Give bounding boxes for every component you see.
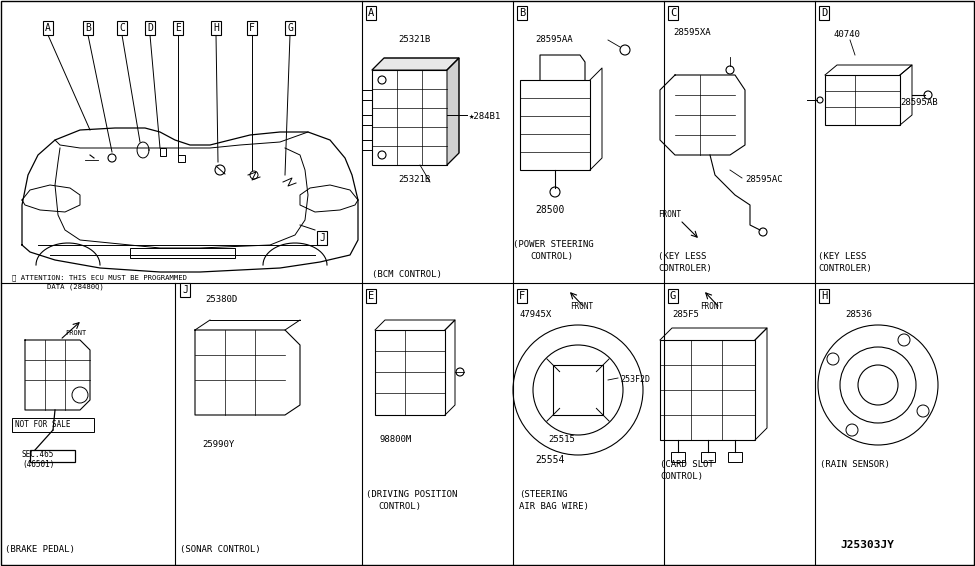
Text: A: A: [368, 8, 374, 18]
Text: H: H: [214, 23, 219, 33]
Text: 253F2D: 253F2D: [620, 375, 650, 384]
Text: SEC.465: SEC.465: [22, 450, 55, 459]
Text: E: E: [176, 23, 181, 33]
Text: C: C: [119, 23, 125, 33]
Text: B: B: [85, 23, 91, 33]
Bar: [728, 452, 742, 462]
Text: 25321B: 25321B: [398, 35, 430, 44]
Text: F: F: [519, 291, 526, 301]
Bar: [160, 148, 166, 156]
Text: J25303JY: J25303JY: [840, 540, 894, 550]
Bar: [553, 365, 603, 415]
Text: FRONT: FRONT: [570, 302, 593, 311]
Text: D: D: [821, 8, 827, 18]
Text: FRONT: FRONT: [658, 210, 682, 219]
Text: H: H: [821, 291, 827, 301]
Text: J: J: [182, 285, 188, 295]
Bar: [12, 418, 94, 432]
Bar: [362, 115, 372, 125]
Text: E: E: [368, 291, 374, 301]
Text: (SONAR CONTROL): (SONAR CONTROL): [180, 545, 260, 554]
Text: FRONT: FRONT: [65, 330, 86, 336]
Text: 28536: 28536: [845, 310, 872, 319]
Text: (BRAKE PEDAL): (BRAKE PEDAL): [5, 545, 75, 554]
Bar: [825, 75, 900, 125]
Text: 25554: 25554: [535, 455, 565, 465]
Bar: [701, 452, 715, 462]
Bar: [520, 80, 590, 170]
Text: AIR BAG WIRE): AIR BAG WIRE): [519, 502, 589, 511]
Text: ※ ATTENTION: THIS ECU MUST BE PROGRAMMED: ※ ATTENTION: THIS ECU MUST BE PROGRAMMED: [12, 275, 187, 281]
Bar: [362, 90, 372, 100]
Text: D: D: [147, 23, 153, 33]
Bar: [178, 155, 185, 162]
Bar: [375, 330, 445, 415]
Text: 25515: 25515: [548, 435, 575, 444]
Text: 285F5: 285F5: [672, 310, 699, 319]
Text: G: G: [670, 291, 676, 301]
Polygon shape: [372, 58, 459, 70]
Text: 28595XA: 28595XA: [673, 28, 711, 37]
Text: CONTROLER): CONTROLER): [658, 264, 712, 273]
Text: (STEERING: (STEERING: [519, 490, 567, 499]
Text: (CARD SLOT: (CARD SLOT: [660, 460, 714, 469]
Text: 28500: 28500: [535, 205, 565, 215]
Text: A: A: [45, 23, 51, 33]
Text: 98800M: 98800M: [380, 435, 412, 444]
Polygon shape: [447, 58, 459, 165]
Text: ★284B1: ★284B1: [469, 112, 501, 121]
Text: DATA (28480Q): DATA (28480Q): [12, 283, 104, 289]
Bar: [362, 140, 372, 150]
Text: G: G: [287, 23, 292, 33]
Bar: [30, 450, 75, 462]
Text: 40740: 40740: [833, 30, 860, 39]
Text: CONTROL): CONTROL): [660, 472, 703, 481]
Text: (BCM CONTROL): (BCM CONTROL): [372, 270, 442, 279]
Text: (DRIVING POSITION: (DRIVING POSITION: [366, 490, 457, 499]
Text: 25321B: 25321B: [398, 175, 430, 184]
Text: 25990Y: 25990Y: [202, 440, 234, 449]
Text: 28595AC: 28595AC: [745, 175, 783, 184]
Text: (RAIN SENSOR): (RAIN SENSOR): [820, 460, 890, 469]
Text: 28595AA: 28595AA: [535, 35, 572, 44]
Text: (KEY LESS: (KEY LESS: [818, 252, 867, 261]
Text: 47945X: 47945X: [519, 310, 551, 319]
Text: F: F: [249, 23, 254, 33]
Text: 25380D: 25380D: [205, 295, 237, 304]
Text: J: J: [319, 233, 325, 243]
Text: (KEY LESS: (KEY LESS: [658, 252, 706, 261]
Text: CONTROL): CONTROL): [530, 252, 573, 261]
Text: 28595AB: 28595AB: [900, 98, 938, 107]
Text: (46501): (46501): [22, 460, 55, 469]
Bar: [372, 70, 447, 165]
Bar: [660, 340, 755, 440]
Text: C: C: [670, 8, 676, 18]
Bar: [130, 248, 235, 258]
Bar: [671, 452, 685, 462]
Text: CONTROL): CONTROL): [378, 502, 421, 511]
Text: (POWER STEERING: (POWER STEERING: [513, 240, 594, 249]
Text: CONTROLER): CONTROLER): [818, 264, 872, 273]
Text: NOT FOR SALE: NOT FOR SALE: [15, 420, 70, 429]
Text: B: B: [519, 8, 526, 18]
Text: FRONT: FRONT: [700, 302, 723, 311]
